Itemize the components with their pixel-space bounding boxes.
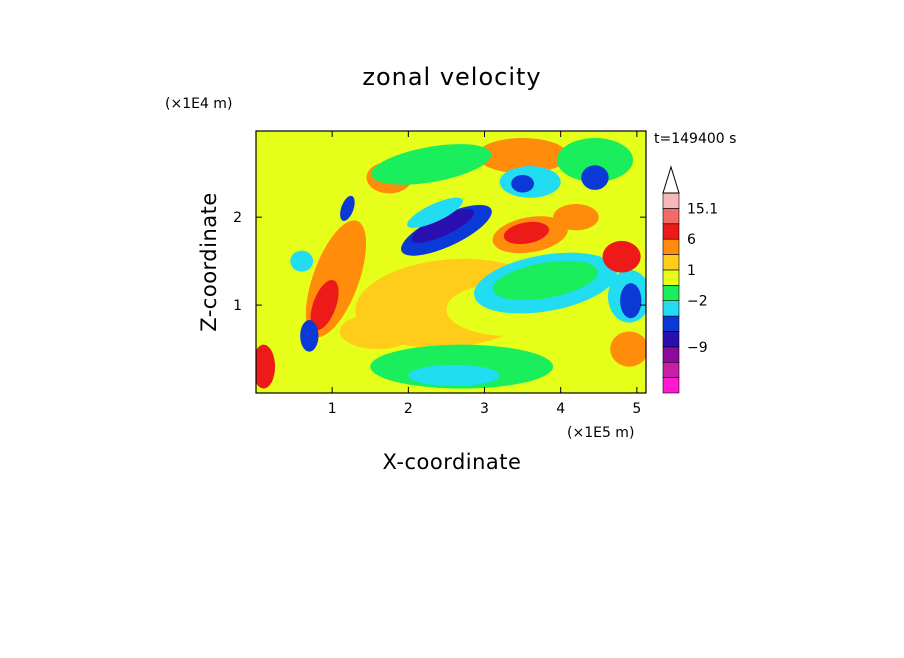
x-axis-ticks: 1 2 3 4 5	[328, 131, 641, 417]
colorbar-swatch-8	[662, 254, 680, 271]
heatmap-region-7	[411, 209, 474, 243]
y-axis-ticks: 12	[233, 210, 646, 314]
x-tick-label: 1	[328, 401, 337, 417]
heatmap-region-29	[371, 144, 492, 185]
colorbar-swatch-9	[662, 238, 680, 255]
heatmap-region-16	[581, 165, 609, 190]
colorbar-label: 1	[687, 263, 696, 279]
colorbar-swatch-6	[662, 285, 680, 301]
heatmap-region-28	[339, 313, 416, 350]
heatmap-region-19	[602, 240, 641, 273]
x-tick-label: 2	[404, 401, 413, 417]
heatmap-region-12	[476, 138, 569, 174]
heatmap-region-20	[610, 331, 646, 367]
heatmap-region-15	[556, 138, 634, 182]
colorbar-swatch-12	[662, 192, 680, 209]
heatmap-region-14	[511, 174, 535, 193]
colorbar-label: −2	[687, 294, 708, 310]
heatmap-region-10	[503, 221, 549, 245]
colorbar-swatch-0	[662, 377, 680, 394]
heatmap-region-23	[310, 279, 339, 331]
x-tick-label: 5	[632, 401, 641, 417]
heatmap-region-24	[300, 320, 319, 352]
x-tick-label: 4	[556, 401, 565, 417]
colorbar-swatch-11	[662, 208, 680, 225]
colorbar-swatch-5	[662, 300, 680, 317]
y-tick-label: 1	[233, 298, 242, 314]
colorbar-swatch-10	[662, 223, 680, 240]
y-tick-label: 2	[233, 210, 242, 226]
heatmap-region-21	[553, 203, 599, 231]
colorbar: 15.1 6 1 −2 −9	[662, 165, 718, 394]
y-axis-label: Z-coordinate	[197, 192, 221, 332]
colorbar-swatch-7	[662, 269, 680, 286]
colorbar-swatch-4	[662, 315, 680, 332]
time-label: t=149400 s	[654, 131, 736, 147]
y-axis-unit: (×1E4 m)	[165, 96, 232, 112]
chart-title: zonal velocity	[362, 63, 541, 91]
heatmap-region-25	[340, 195, 355, 221]
x-tick-label: 3	[480, 401, 489, 417]
colorbar-label: 15.1	[687, 201, 718, 217]
heatmap-region-18	[620, 283, 642, 319]
plot-frame	[255, 130, 647, 394]
heatmap-fields	[256, 138, 646, 389]
heatmap-region-26	[290, 250, 314, 272]
colorbar-extend-arrow	[662, 165, 680, 194]
x-axis-label: X-coordinate	[383, 450, 522, 474]
heatmap-region-27	[256, 344, 276, 389]
colorbar-swatch-3	[662, 331, 680, 348]
heatmap-region-8	[407, 197, 463, 228]
colorbar-label: 6	[687, 232, 696, 248]
colorbar-swatch-2	[662, 346, 680, 363]
heatmap-region-3	[408, 364, 500, 386]
colorbar-swatch-1	[662, 361, 680, 378]
colorbar-label: −9	[687, 340, 708, 356]
x-axis-unit: (×1E5 m)	[567, 425, 634, 441]
heatmap-region-5	[492, 260, 599, 301]
heatmap-plot-area	[256, 131, 646, 393]
